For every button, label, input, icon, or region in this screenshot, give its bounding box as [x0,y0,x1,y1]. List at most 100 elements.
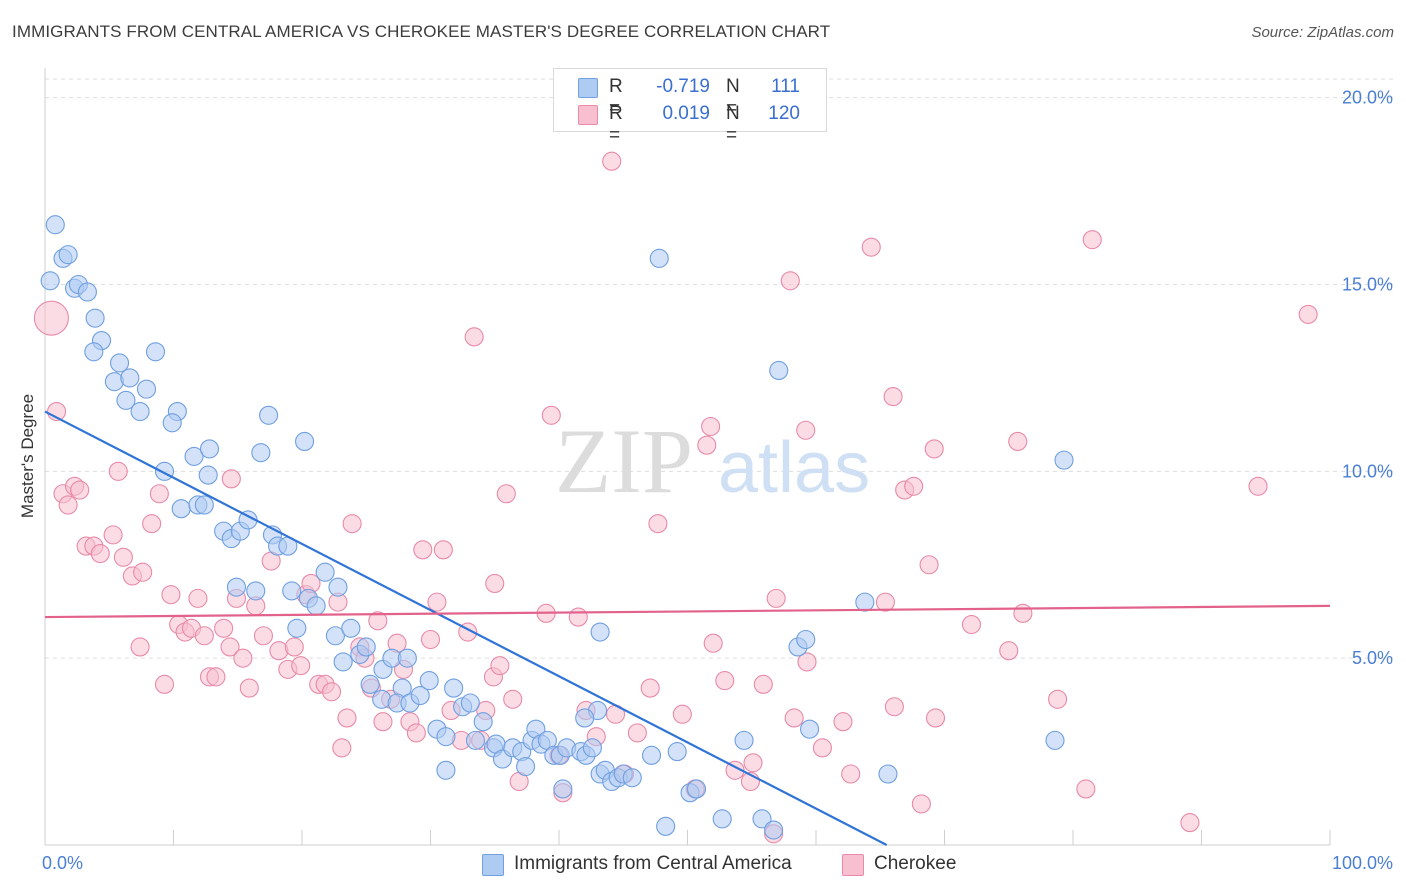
central-america-point [436,760,456,780]
cherokee-point [875,592,895,612]
central-america-point [460,693,480,713]
central-america-point [282,581,302,601]
cherokee-point [149,484,169,504]
central-america-point [734,730,754,750]
legend-n-label: N = [726,76,740,119]
legend-n-label: N = [726,103,740,146]
cherokee-point [337,708,357,728]
grid-lines [45,78,1394,659]
central-america-point [116,390,136,410]
y-tick-label: 15.0% [1342,275,1393,295]
cherokee-point [188,588,208,608]
cherokee-point [697,435,717,455]
cherokee-point [753,674,773,694]
cherokee-point [154,674,175,694]
cherokee-point [715,671,735,691]
central-america-point [194,495,214,515]
legend-n-value: 120 [768,103,800,124]
central-america-point [199,439,220,459]
central-america-point [667,742,687,762]
cherokee-point [743,753,763,773]
cherokee-point [961,614,982,635]
cherokee-point [284,637,304,657]
cherokee-point [253,626,274,646]
central-america-point [184,446,204,466]
central-america-point [84,342,104,362]
central-america-point [686,779,707,799]
y-tick-label: 20.0% [1342,88,1393,108]
cherokee-point [239,678,259,698]
central-america-point [356,637,376,657]
cherokee-point [433,540,453,560]
cherokee-point [373,712,393,732]
central-america-point [553,779,573,799]
cherokee-point [490,656,510,676]
cherokee-point [925,708,946,728]
central-america-point [259,405,279,425]
cherokee-point [904,476,924,496]
cherokee-point [602,151,622,171]
cherokee-point [485,573,505,593]
cherokee-point [420,629,441,650]
trend-lines [44,410,1331,846]
central-america-point [171,499,191,519]
central-america-point [855,592,875,612]
cherokee-point [784,708,804,728]
bottom-legend-label-pink: Cherokee [874,853,957,874]
cherokee-point [833,712,853,732]
central-america-point [295,431,315,451]
x-tick-labels: 0.0% 100.0% [42,853,1393,873]
watermark-atlas: atlas [718,428,870,508]
cherokee-point [133,562,153,582]
cherokee-point [464,327,484,347]
central-america-point [136,379,157,399]
central-america-point [582,738,602,758]
central-america-point [251,443,271,463]
central-america-point [590,622,610,642]
central-america-point [45,215,65,235]
central-america-point [145,342,166,362]
central-america-point [315,562,335,582]
cherokee-point [924,439,944,459]
cherokee-point [427,592,447,612]
cherokee-point [1008,431,1028,451]
central-america-point [516,756,536,777]
central-america-point [622,768,642,788]
central-america-point [325,626,345,646]
correlation-legend: R = -0.719 N = 111 R = 0.019 N = 120 [553,68,827,146]
central-america-point [444,678,464,698]
cherokee-point [1180,813,1200,833]
cherokee-point [322,682,342,702]
legend-r-label: R = [609,103,623,146]
central-america-point [436,727,456,747]
central-america-point [1054,450,1074,470]
cherokee-point [703,633,723,653]
cherokee-point [220,637,240,657]
cherokee-point [1298,304,1318,324]
central-america-point [752,809,772,829]
cherokee-point [884,697,904,717]
central-america-point [162,413,182,433]
cherokee-point [113,547,133,567]
central-america-point [58,245,78,265]
cherokee-point [58,495,78,515]
central-america-point [246,581,266,601]
central-america-point [764,820,784,840]
x-tick-label: 0.0% [42,853,83,873]
chart-source: Source: ZipAtlas.com [1251,24,1394,41]
cherokee-point [841,764,861,784]
legend-n-value: 111 [771,76,800,97]
cherokee-point [568,607,588,627]
cherokee-point [342,514,362,534]
central-america-point [878,764,898,784]
cherokee-point [503,689,523,709]
trend-line-cherokee [44,604,1331,619]
central-america-point [769,360,789,381]
central-america-point [341,618,361,638]
central-america-point [1045,730,1065,750]
central-america-point [397,648,417,668]
central-america-point [109,353,130,373]
central-america-point [641,745,662,765]
y-axis-title: Master's Degree [18,394,37,518]
